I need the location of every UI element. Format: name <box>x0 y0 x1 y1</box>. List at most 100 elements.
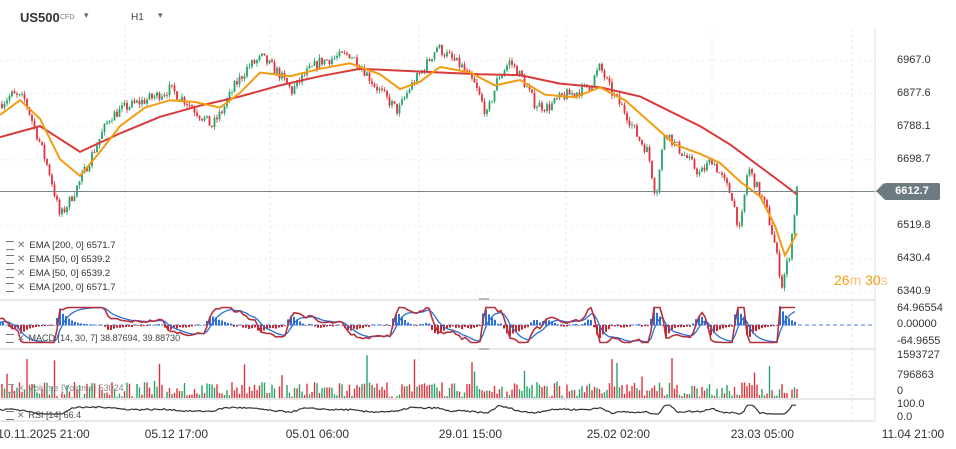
candle-body <box>91 152 93 166</box>
close-icon[interactable]: ✕ <box>17 268 26 279</box>
candle-body <box>111 120 113 122</box>
macd-histogram-bar <box>533 320 535 326</box>
candle-body <box>348 54 351 59</box>
macd-histogram-bar <box>458 325 460 328</box>
settings-icon[interactable] <box>6 282 14 292</box>
candle-body <box>373 83 376 87</box>
candle-body <box>63 208 66 213</box>
x-tick-label: 10.11.2025 21:00 <box>0 427 90 441</box>
settings-icon[interactable] <box>6 268 14 278</box>
symbol-label[interactable]: US500 <box>20 10 60 25</box>
macd-histogram-bar <box>752 325 754 334</box>
volume-bar <box>108 394 111 398</box>
volume-bar <box>261 382 263 398</box>
macd-histogram-bar <box>68 318 70 326</box>
close-icon[interactable]: ✕ <box>17 383 25 393</box>
candle-body <box>621 104 623 105</box>
candle-body <box>316 61 318 69</box>
close-icon[interactable]: ✕ <box>17 333 25 343</box>
volume-bar <box>183 383 186 398</box>
candle-body <box>503 70 506 75</box>
macd-histogram-bar <box>329 325 331 326</box>
macd-histogram-bar <box>698 316 700 326</box>
candle-body <box>476 82 478 89</box>
volume-bar <box>63 394 66 398</box>
chart-header: US500 CFD ▾ H1 ▾ <box>0 0 956 28</box>
macd-histogram-bar <box>689 325 691 327</box>
candle-body <box>471 72 473 79</box>
macd-histogram-bar <box>23 325 25 332</box>
volume-bar <box>493 385 496 398</box>
macd-histogram-bar <box>176 325 178 329</box>
macd-histogram-bar <box>287 319 289 326</box>
volume-bar <box>218 393 221 398</box>
candle-body <box>341 51 343 53</box>
settings-icon[interactable] <box>6 384 14 394</box>
settings-icon[interactable] <box>6 240 14 250</box>
settings-icon[interactable] <box>6 411 14 421</box>
volume-legend: Volume [Volume] 53024 <box>28 383 124 393</box>
macd-histogram-bar <box>398 313 400 326</box>
panel-resize-handle[interactable] <box>479 348 489 350</box>
candle-body <box>56 196 58 200</box>
candle-body <box>48 164 51 175</box>
volume-bar <box>111 382 113 398</box>
volume-bar <box>288 392 291 398</box>
volume-bar <box>223 394 226 398</box>
volume-bar <box>516 384 518 398</box>
volume-bar <box>268 392 271 398</box>
close-icon[interactable]: ✕ <box>17 282 26 293</box>
macd-histogram-bar <box>650 318 652 326</box>
close-icon[interactable]: ✕ <box>17 240 26 251</box>
macd-histogram-bar <box>98 324 100 326</box>
volume-bar <box>26 359 28 398</box>
volume-bar <box>28 385 31 398</box>
candle-body <box>101 132 103 139</box>
volume-bar <box>608 383 611 398</box>
volume-bar <box>313 382 316 398</box>
candle-body <box>223 106 226 113</box>
panel-resize-handle[interactable] <box>479 298 489 300</box>
macd-histogram-bar <box>569 324 571 326</box>
volume-bar <box>206 383 208 398</box>
candle-body <box>463 64 466 71</box>
macd-histogram-bar <box>149 324 151 326</box>
volume-bar <box>551 395 553 398</box>
volume-bar <box>648 390 651 398</box>
candle-body <box>681 153 683 156</box>
candle-body <box>131 100 133 108</box>
macd-histogram-bar <box>620 325 622 328</box>
candle-body <box>453 57 456 61</box>
candle-body <box>141 99 143 105</box>
candle-body <box>531 89 533 93</box>
candle-body <box>86 166 88 172</box>
candle-body <box>241 76 243 79</box>
candle-body <box>783 274 786 288</box>
macd-histogram-bar <box>221 320 223 326</box>
macd-histogram-bar <box>32 325 34 328</box>
close-icon[interactable]: ✕ <box>17 410 25 420</box>
volume-bar <box>243 364 246 398</box>
candle-body <box>76 185 78 197</box>
settings-icon[interactable] <box>6 334 14 344</box>
volume-bar <box>606 389 608 398</box>
macd-histogram-bar <box>317 325 319 328</box>
volume-bar <box>663 395 666 398</box>
volume-bar <box>628 391 631 398</box>
macd-histogram-bar <box>308 323 310 326</box>
candle-body <box>438 44 441 48</box>
candle-body <box>313 61 316 66</box>
macd-histogram-bar <box>386 324 388 326</box>
symbol-dropdown-icon[interactable]: ▾ <box>84 10 89 20</box>
volume-bar <box>796 388 798 398</box>
candle-body <box>68 196 71 208</box>
timeframe-dropdown-icon[interactable]: ▾ <box>158 10 163 20</box>
candle-body <box>631 124 633 126</box>
close-icon[interactable]: ✕ <box>17 254 26 265</box>
timeframe-selector[interactable]: H1 <box>131 12 144 23</box>
candle-body <box>106 122 108 124</box>
macd-histogram-bar <box>794 321 796 326</box>
settings-icon[interactable] <box>6 254 14 264</box>
candle-body <box>671 134 673 145</box>
